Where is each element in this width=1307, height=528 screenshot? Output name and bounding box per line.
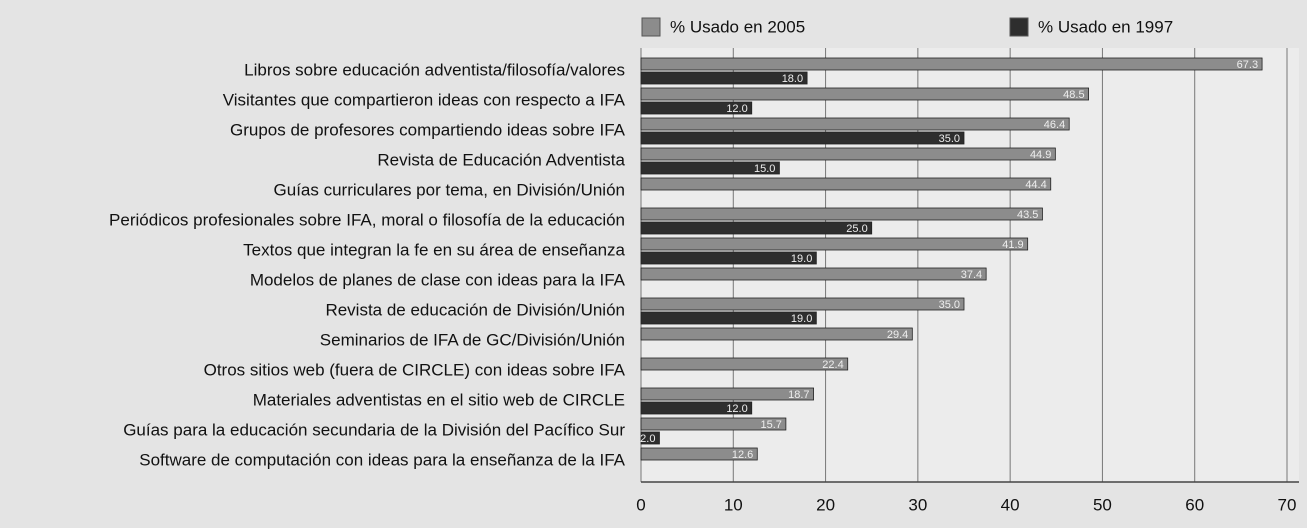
value-label: 18.7 <box>788 389 809 401</box>
y-tick-label: Grupos de profesores compartiendo ideas … <box>230 120 626 139</box>
value-label: 12.0 <box>726 103 747 115</box>
bar <box>640 101 753 115</box>
y-tick-label: Guías curriculares por tema, en División… <box>274 180 625 199</box>
value-label: 41.9 <box>1002 239 1023 251</box>
bar <box>640 417 787 431</box>
value-label: 15.7 <box>760 419 781 431</box>
bar <box>640 177 1052 191</box>
value-label: 18.0 <box>782 73 803 85</box>
value-label: 48.5 <box>1063 89 1084 101</box>
value-label: 35.0 <box>939 133 960 145</box>
bar <box>640 357 849 371</box>
legend-swatch <box>1009 17 1029 37</box>
value-label: 12.0 <box>726 403 747 415</box>
value-label: 44.4 <box>1025 179 1046 191</box>
x-tick-label: 20 <box>816 495 835 514</box>
value-label: 44.9 <box>1030 149 1051 161</box>
x-tick-label: 40 <box>1001 495 1020 514</box>
bar <box>640 431 660 445</box>
bar <box>640 387 814 401</box>
x-tick-label: 70 <box>1278 495 1297 514</box>
y-tick-label: Guías para la educación secundaria de la… <box>123 420 625 439</box>
value-label: 22.4 <box>822 359 843 371</box>
bar <box>640 221 873 235</box>
legend-label: % Usado en 1997 <box>1038 17 1173 36</box>
x-tick-label: 0 <box>636 495 645 514</box>
value-label: 37.4 <box>961 269 982 281</box>
bar <box>640 87 1089 101</box>
bar <box>640 117 1070 131</box>
y-tick-label: Libros sobre educación adventista/filoso… <box>244 60 625 79</box>
x-tick-label: 50 <box>1093 495 1112 514</box>
y-tick-label: Revista de educación de División/Unión <box>325 300 625 319</box>
value-label: 12.6 <box>732 449 753 461</box>
bar <box>640 237 1029 251</box>
y-tick-label: Seminarios de IFA de GC/División/Unión <box>320 330 625 349</box>
value-label: 15.0 <box>754 163 775 175</box>
bar <box>640 311 817 325</box>
value-label: 46.4 <box>1044 119 1065 131</box>
x-tick-label: 10 <box>724 495 743 514</box>
y-tick-label: Software de computación con ideas para l… <box>139 450 625 469</box>
legend-swatch <box>641 17 661 37</box>
bar <box>640 251 817 265</box>
bar <box>640 71 808 85</box>
bar <box>640 131 965 145</box>
legend-label: % Usado en 2005 <box>670 17 805 36</box>
bar <box>640 297 965 311</box>
bar <box>640 401 753 415</box>
value-label: 19.0 <box>791 253 812 265</box>
y-tick-label: Materiales adventistas en el sitio web d… <box>253 390 625 409</box>
bar <box>640 161 780 175</box>
bar <box>640 447 758 461</box>
y-tick-label: Modelos de planes de clase con ideas par… <box>250 270 626 289</box>
y-tick-label: Revista de Educación Adventista <box>377 150 625 169</box>
bar <box>640 207 1043 221</box>
bar <box>640 327 913 341</box>
y-tick-label: Periódicos profesionales sobre IFA, mora… <box>109 210 625 229</box>
x-tick-label: 30 <box>908 495 927 514</box>
x-tick-label: 60 <box>1185 495 1204 514</box>
value-label: 19.0 <box>791 313 812 325</box>
value-label: 43.5 <box>1017 209 1038 221</box>
value-label: 67.3 <box>1237 59 1258 71</box>
value-label: 2.0 <box>640 433 655 445</box>
value-label: 29.4 <box>887 329 908 341</box>
y-tick-label: Otros sitios web (fuera de CIRCLE) con i… <box>204 360 626 379</box>
bar <box>640 147 1056 161</box>
value-label: 35.0 <box>939 299 960 311</box>
bar <box>640 267 987 281</box>
y-tick-label: Visitantes que compartieron ideas con re… <box>223 90 626 109</box>
value-label: 25.0 <box>846 223 867 235</box>
y-tick-label: Textos que integran la fe en su área de … <box>243 240 625 259</box>
bar <box>640 57 1263 71</box>
